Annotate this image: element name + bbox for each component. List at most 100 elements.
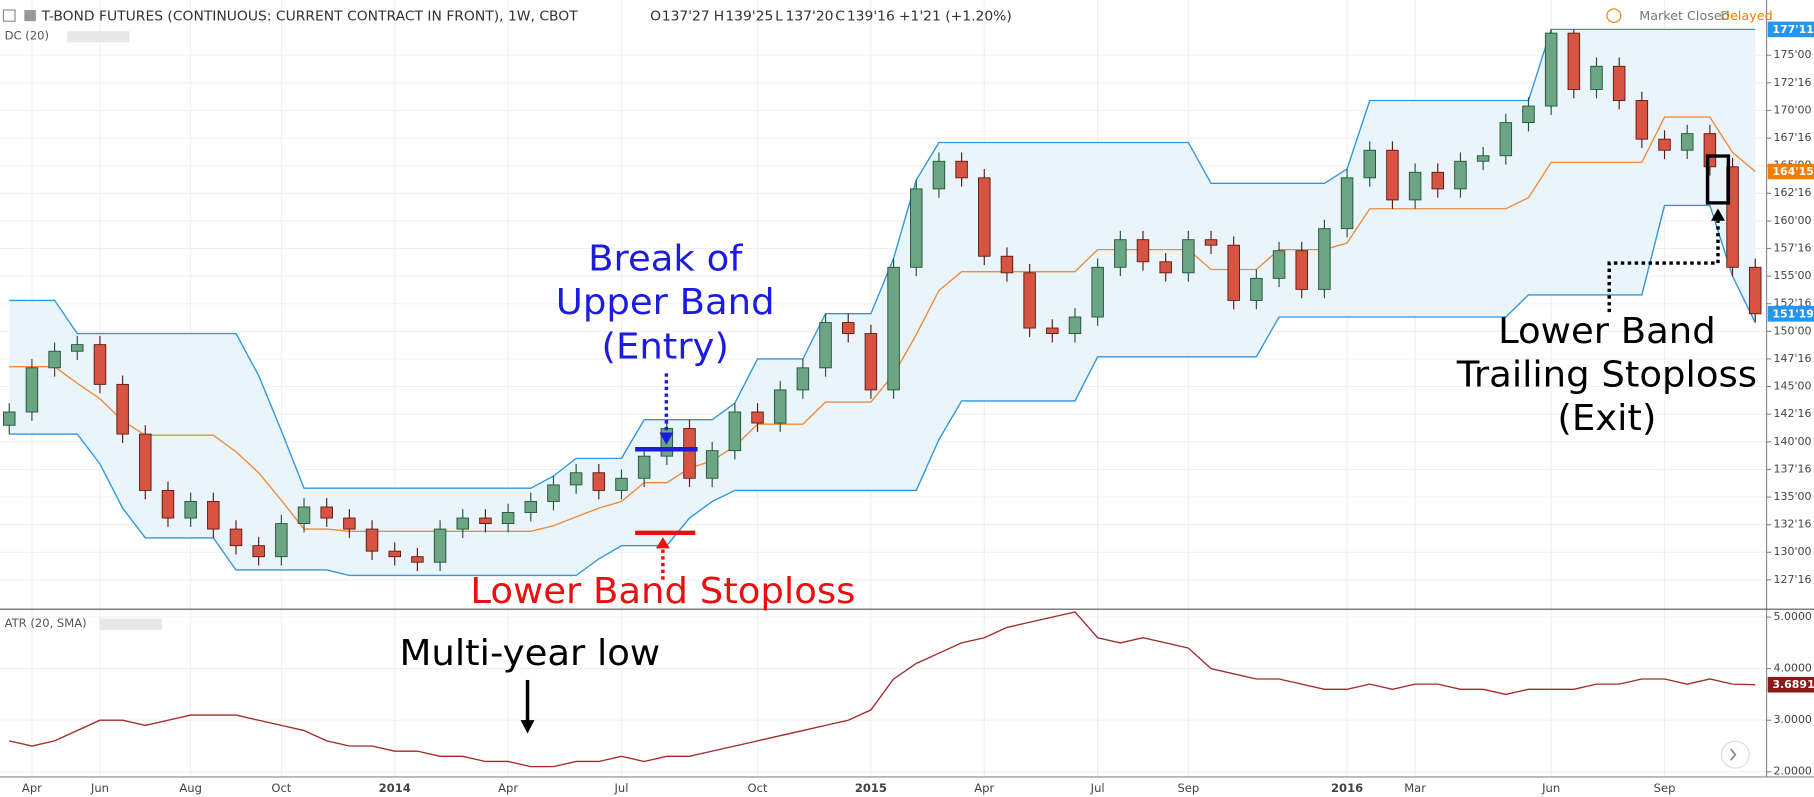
price-tag-label: 177'11	[1772, 23, 1814, 36]
indicator-controls[interactable]	[67, 31, 130, 43]
candle-body	[411, 556, 424, 563]
price-tag	[1767, 676, 1814, 693]
candle-body	[705, 450, 719, 479]
symbol-title: T-BOND FUTURES (CONTINUOUS: CURRENT CONT…	[41, 9, 579, 25]
candle-body	[1454, 160, 1467, 190]
candle-body	[93, 344, 107, 385]
candle-body	[1363, 149, 1377, 179]
candle-body	[1726, 166, 1739, 268]
candle-body	[955, 160, 968, 179]
candle-body	[637, 455, 651, 479]
candle-body	[48, 350, 61, 369]
indicator-label: DC (20)	[5, 29, 49, 43]
candle-body	[932, 160, 946, 190]
y-tick-label: 167'16	[1774, 131, 1812, 144]
x-tick-label: Sep	[1177, 781, 1199, 795]
candle-body	[365, 528, 379, 552]
x-tick-label: Oct	[271, 781, 292, 795]
candle-body	[1748, 266, 1762, 315]
ohlc-key: L	[775, 9, 783, 25]
warning-icon	[1606, 8, 1622, 23]
atr-line	[9, 611, 1756, 768]
candle-body	[3, 411, 16, 426]
y-tick-label: 135'00	[1774, 490, 1812, 503]
price-tag-label: 151'19	[1772, 307, 1814, 320]
candle-body	[728, 411, 742, 452]
price-tag	[1767, 21, 1814, 38]
candle-body	[71, 344, 84, 352]
price-tag-label: 3.6891	[1772, 678, 1814, 691]
y-tick-label: 147'16	[1774, 352, 1812, 365]
axes: 127'16 130'00 132'16 135'00 137'16 140'00 142'…	[22, 48, 1812, 795]
collapse-icon[interactable]	[2, 9, 16, 22]
y-tick-label: 157'16	[1774, 242, 1812, 255]
annotation: Upper Band	[556, 281, 775, 323]
candle-body	[1272, 250, 1286, 279]
candle-body	[1567, 32, 1581, 90]
ohlc-value: 139'25	[725, 9, 773, 25]
candle-body	[184, 501, 197, 519]
candle-body	[1023, 272, 1036, 329]
candle-body	[615, 477, 628, 491]
candle-body	[978, 177, 991, 257]
y-tick-label: 145'00	[1774, 380, 1812, 393]
candle-body	[252, 545, 265, 558]
candle-body	[547, 484, 560, 502]
ohlc-value: 139'16	[847, 9, 895, 25]
market-status: Market Closed	[1639, 8, 1729, 23]
symbol-icon	[24, 10, 36, 22]
price-tag	[1767, 163, 1814, 180]
feed-status: Delayed	[1720, 8, 1772, 23]
candle-body	[1408, 171, 1422, 201]
arrowhead	[659, 432, 674, 445]
price-tag-label: 164'15	[1772, 165, 1814, 178]
candle-body	[343, 517, 356, 530]
candle-body	[1114, 239, 1127, 268]
candle-body	[297, 506, 311, 525]
candle-body	[229, 528, 243, 547]
y-tick-label: 155'00	[1774, 269, 1812, 282]
candle-body	[1159, 261, 1172, 274]
candle-body	[1431, 171, 1445, 190]
x-tick-label: Jul	[613, 781, 628, 795]
x-tick-label: Apr	[498, 781, 518, 795]
ohlc-value: 137'27	[662, 9, 710, 25]
x-tick-label: Jun	[1541, 781, 1560, 795]
candle-body	[841, 322, 855, 335]
band-fill	[9, 29, 1756, 576]
y-tick-label: 3.0000	[1774, 713, 1813, 726]
y-tick-label: 170'00	[1774, 104, 1812, 117]
y-tick-label: 162'16	[1774, 186, 1812, 199]
annotation: (Exit)	[1557, 397, 1656, 439]
y-tick-label: 137'16	[1774, 463, 1812, 476]
candle-body	[1046, 327, 1059, 335]
y-tick-label: 140'00	[1774, 435, 1812, 448]
candle-body	[501, 512, 515, 525]
candle-body	[456, 517, 470, 530]
candle-body	[320, 506, 333, 519]
x-tick-label: Sep	[1654, 781, 1676, 795]
ohlc-key: H	[714, 9, 724, 25]
indicator-controls[interactable]	[99, 618, 162, 630]
candle-body	[864, 333, 878, 391]
annotation: Break of	[588, 237, 743, 279]
y-tick-label: 2.0000	[1774, 765, 1813, 778]
ohlc-value: 137'20	[786, 9, 834, 25]
annotations: Break of Upper Band (Entry) Lower Band S…	[399, 154, 1757, 734]
annotation: Trailing Stoploss	[1456, 353, 1757, 395]
y-tick-label: 175'00	[1774, 48, 1812, 61]
arrow	[1607, 220, 1720, 313]
x-tick-label: Aug	[179, 781, 202, 795]
x-tick-label: 2015	[855, 781, 887, 795]
arrowhead	[655, 537, 670, 549]
candle-body	[773, 389, 787, 424]
change: +1'21 (+1.20%)	[899, 9, 1012, 25]
price-tags: 177'11 164'15 151'19 3.6891	[1767, 21, 1814, 693]
x-tick-label: Jun	[90, 781, 109, 795]
candle-body	[1544, 32, 1558, 107]
x-tick-label: Jul	[1090, 781, 1105, 795]
x-tick-label: Apr	[974, 781, 994, 795]
band-line	[9, 116, 1756, 532]
annotation: Multi-year low	[399, 632, 660, 674]
arrowhead	[520, 720, 535, 734]
